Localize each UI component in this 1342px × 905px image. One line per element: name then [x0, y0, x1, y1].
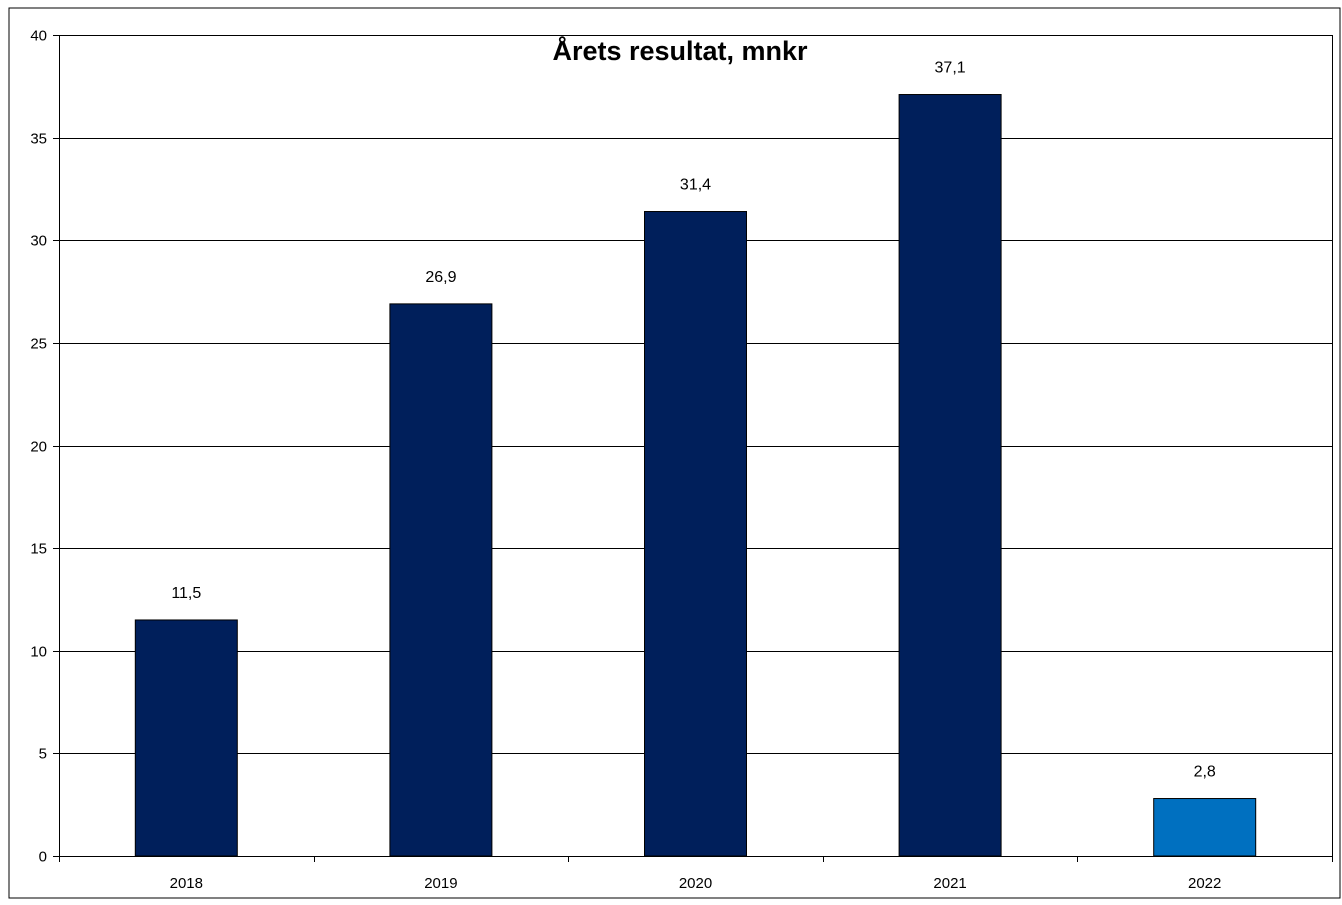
x-tick-label-2020: 2020 — [679, 875, 712, 892]
data-label-2018: 11,5 — [171, 585, 201, 602]
bar-2020 — [644, 211, 747, 857]
chart-title: Årets resultat, mnkr — [552, 35, 808, 66]
y-tick-label: 20 — [30, 439, 47, 456]
data-label-2022: 2,8 — [1194, 764, 1216, 781]
x-tick-label-2022: 2022 — [1188, 875, 1221, 892]
y-tick-label: 10 — [30, 644, 47, 661]
bars — [134, 94, 1257, 857]
data-label-2021: 37,1 — [935, 60, 966, 77]
x-tick-label-2019: 2019 — [424, 875, 457, 892]
bar-2019 — [389, 303, 493, 857]
x-tick-labels: 2018 2019 2020 2021 2022 — [170, 875, 1222, 892]
y-tick-label: 35 — [30, 131, 47, 148]
y-tick-label: 25 — [30, 336, 47, 353]
data-label-2019: 26,9 — [425, 269, 456, 286]
y-tick-labels: 0 5 10 15 20 25 30 35 40 — [30, 28, 47, 866]
y-tick-label: 0 — [39, 849, 47, 866]
x-tick-label-2021: 2021 — [933, 875, 966, 892]
axes — [53, 35, 1333, 862]
bar-2018 — [134, 619, 238, 857]
x-tick-label-2018: 2018 — [170, 875, 203, 892]
data-labels: 11,5 26,9 31,4 37,1 2,8 — [171, 60, 1216, 781]
y-tick-label: 15 — [30, 541, 47, 558]
y-tick-label: 30 — [30, 233, 47, 250]
y-tick-label: 5 — [39, 746, 47, 763]
bar-2021 — [898, 94, 1002, 857]
y-tick-label: 40 — [30, 28, 47, 45]
bar-2022 — [1153, 798, 1257, 857]
data-label-2020: 31,4 — [680, 177, 711, 194]
